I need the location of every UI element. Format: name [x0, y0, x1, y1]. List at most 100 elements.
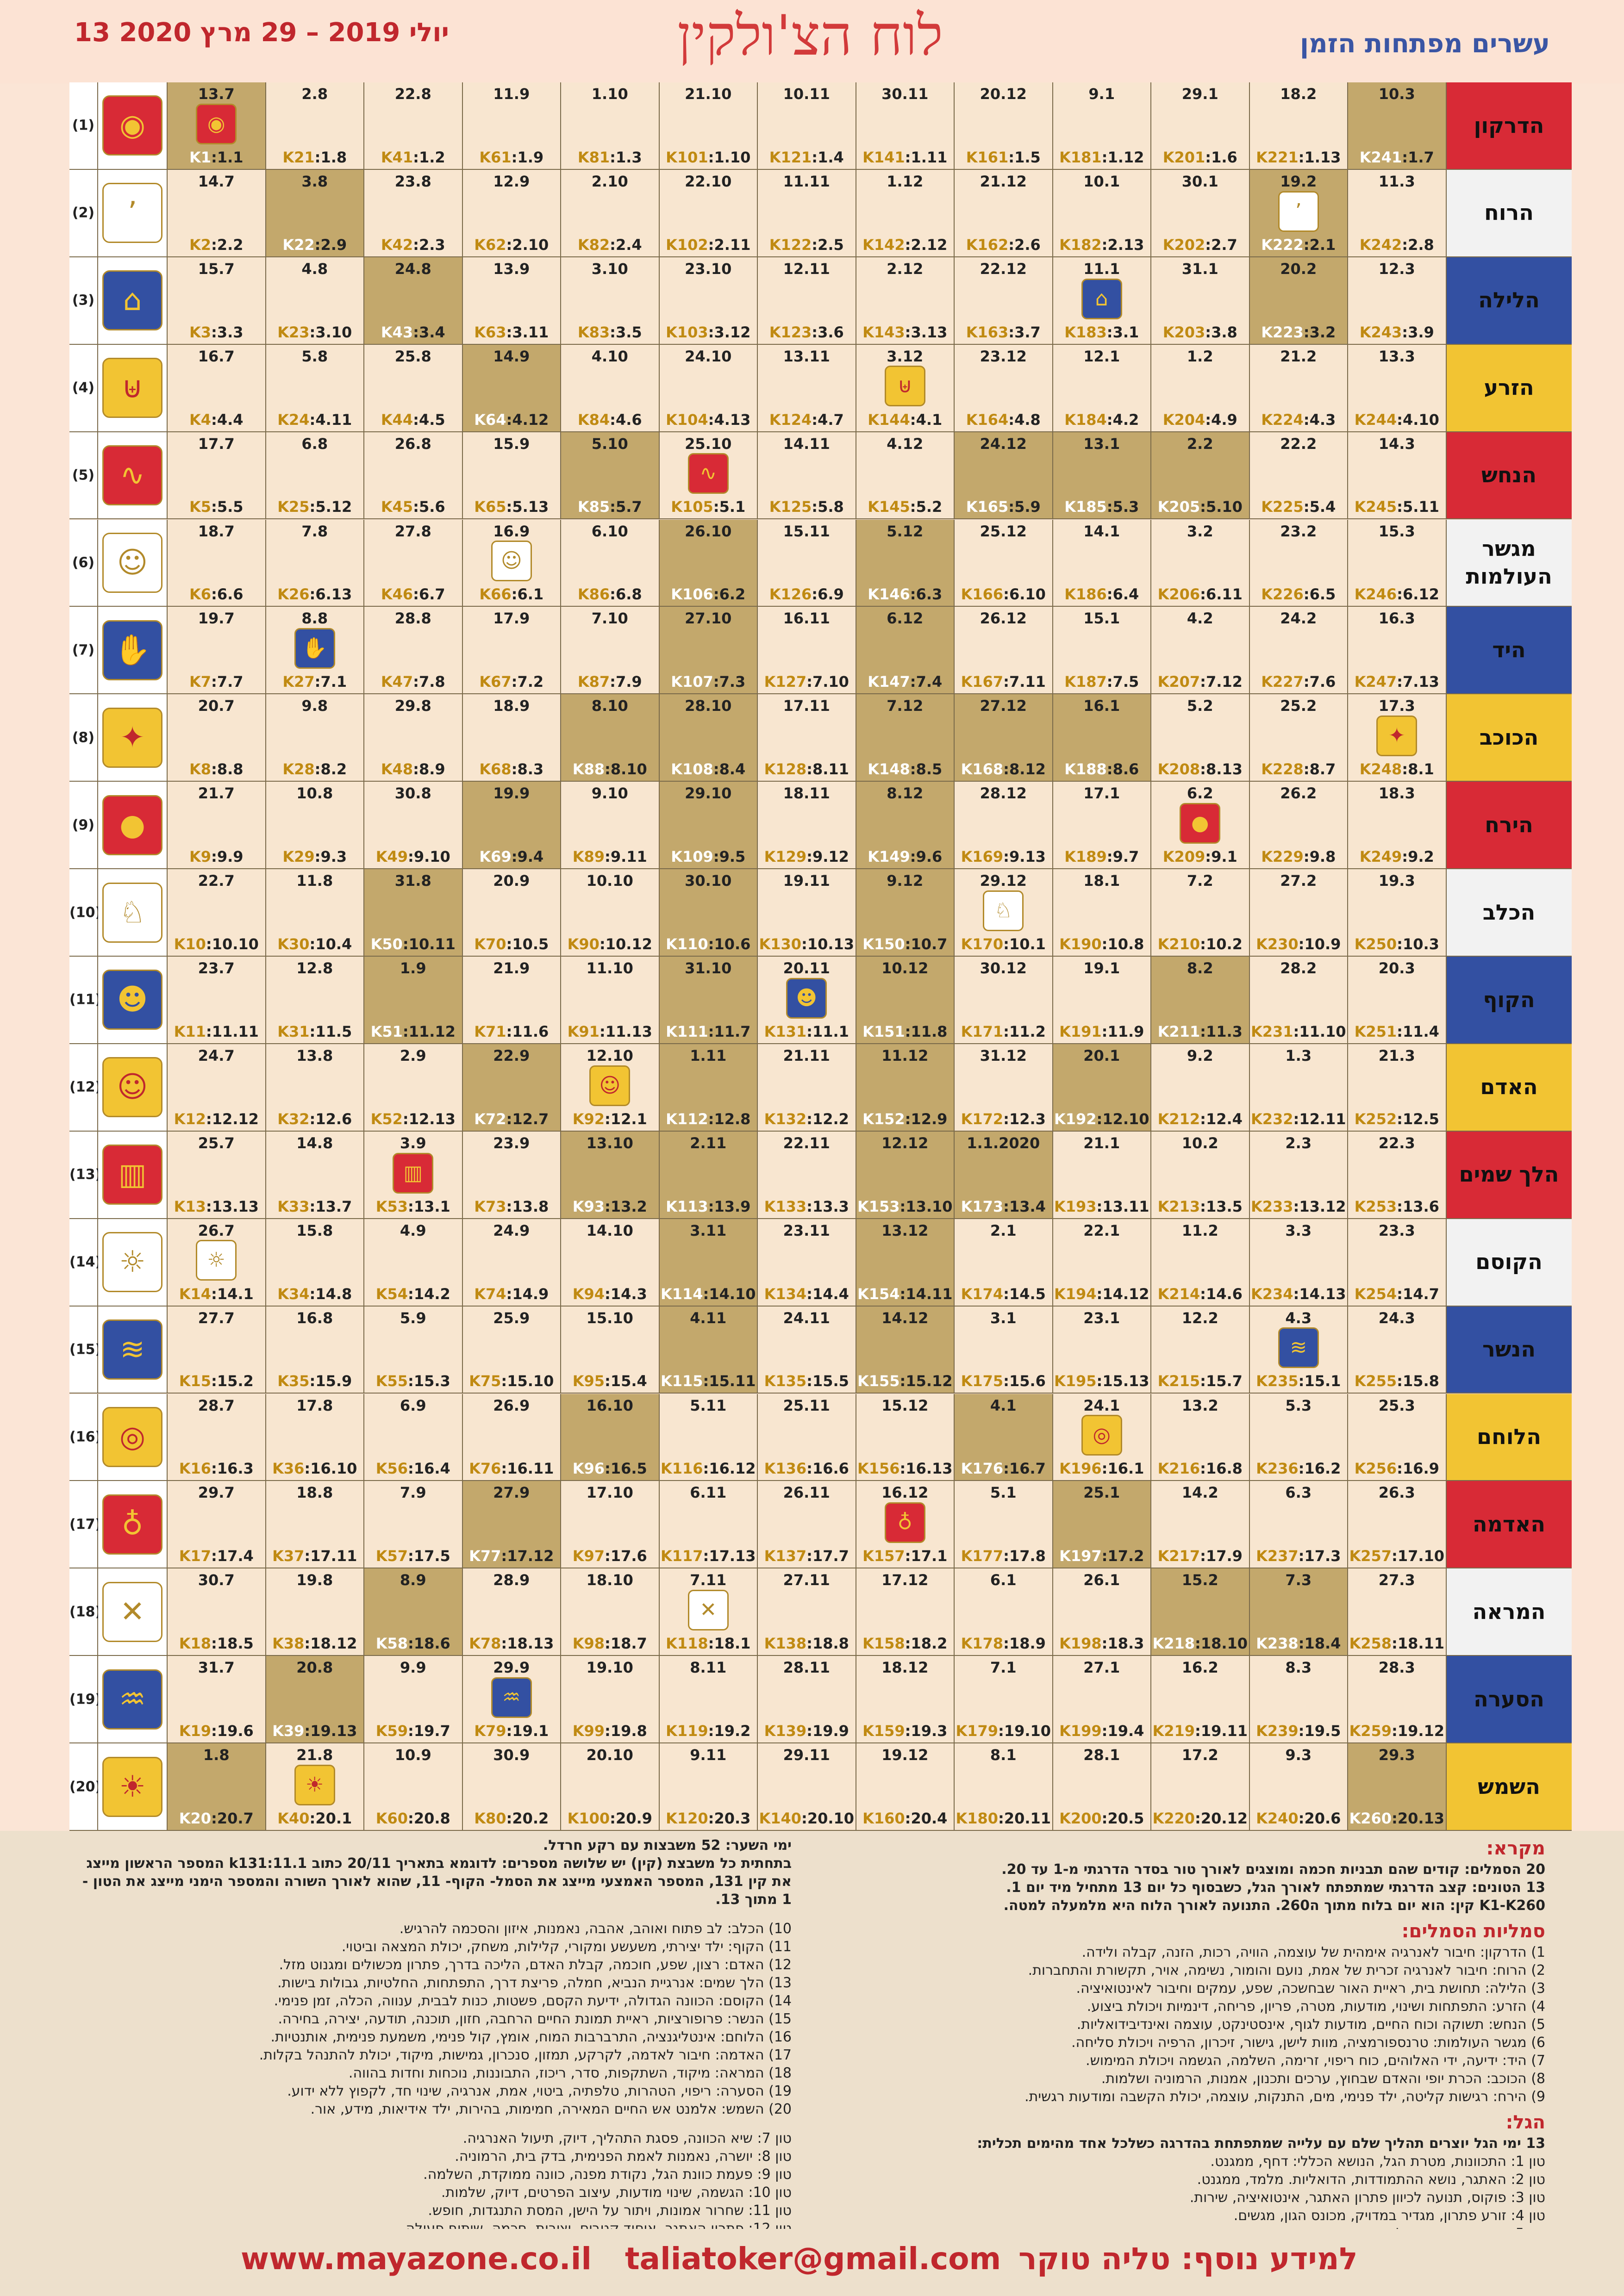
kin-cell[interactable]: 30.10 K110:10.6: [659, 869, 758, 957]
kin-cell[interactable]: 20.7 K8:8.8: [168, 694, 266, 782]
website-link[interactable]: www.mayazone.co.il: [241, 2241, 592, 2277]
kin-cell[interactable]: 23.1 K195:15.13: [1053, 1306, 1151, 1394]
kin-cell[interactable]: 14.10 K94:14.3: [561, 1219, 660, 1307]
kin-cell[interactable]: 9.3 K240:20.6: [1249, 1743, 1348, 1831]
kin-cell[interactable]: 29.1 K201:1.6: [1151, 82, 1250, 170]
kin-cell[interactable]: 13.8 K32:12.6: [266, 1044, 364, 1132]
kin-cell[interactable]: 13.11 K124:4.7: [758, 344, 856, 432]
kin-cell[interactable]: 25.8 K44:4.5: [364, 344, 463, 432]
kin-cell[interactable]: 11.11 K122:2.5: [758, 169, 856, 257]
kin-cell[interactable]: 11.9 K61:1.9: [462, 82, 561, 170]
kin-cell[interactable]: 1.12 K142:2.12: [856, 169, 955, 257]
kin-cell[interactable]: 2.12 K143:3.13: [856, 257, 955, 345]
kin-cell[interactable]: 10.10 K90:10.12: [561, 869, 660, 957]
kin-cell[interactable]: 24.10 K104:4.13: [659, 344, 758, 432]
kin-cell[interactable]: 21.9 K71:11.6: [462, 957, 561, 1044]
kin-cell[interactable]: 27.10 K107:7.3: [659, 607, 758, 695]
kin-cell[interactable]: 6.8 K25:5.12: [266, 432, 364, 520]
kin-cell[interactable]: 2.11 K113:13.9: [659, 1131, 758, 1219]
kin-cell[interactable]: 1.9 K51:11.12: [364, 957, 463, 1044]
kin-cell[interactable]: 24.11 K135:15.5: [758, 1306, 856, 1394]
kin-cell[interactable]: 15.11 K126:6.9: [758, 519, 856, 607]
kin-cell[interactable]: 5.10 K85:5.7: [561, 432, 660, 520]
kin-cell[interactable]: 20.1 K192:12.10: [1053, 1044, 1151, 1132]
kin-cell[interactable]: 25.10 ∿ K105:5.1: [659, 432, 758, 520]
kin-cell[interactable]: 25.11 K136:16.6: [758, 1394, 856, 1481]
kin-cell[interactable]: 25.9 K75:15.10: [462, 1306, 561, 1394]
kin-cell[interactable]: 16.9 ☺ K66:6.1: [462, 519, 561, 607]
kin-cell[interactable]: 14.8 K33:13.7: [266, 1131, 364, 1219]
kin-cell[interactable]: 9.1 K181:1.12: [1053, 82, 1151, 170]
kin-cell[interactable]: 16.11 K127:7.10: [758, 607, 856, 695]
kin-cell[interactable]: 31.1 K203:3.8: [1151, 257, 1250, 345]
kin-cell[interactable]: 18.9 K68:8.3: [462, 694, 561, 782]
kin-cell[interactable]: 3.8 K22:2.9: [266, 169, 364, 257]
kin-cell[interactable]: 13.12 K154:14.11: [856, 1219, 955, 1307]
kin-cell[interactable]: 30.8 K49:9.10: [364, 782, 463, 870]
kin-cell[interactable]: 27.12 K168:8.12: [955, 694, 1053, 782]
kin-cell[interactable]: 10.11 K121:1.4: [758, 82, 856, 170]
kin-cell[interactable]: 22.2 K225:5.4: [1249, 432, 1348, 520]
kin-cell[interactable]: 23.8 K42:2.3: [364, 169, 463, 257]
kin-cell[interactable]: 11.3 K242:2.8: [1348, 169, 1447, 257]
kin-cell[interactable]: 8.10 K88:8.10: [561, 694, 660, 782]
kin-cell[interactable]: 8.1 K180:20.11: [955, 1743, 1053, 1831]
kin-cell[interactable]: 2.9 K52:12.13: [364, 1044, 463, 1132]
kin-cell[interactable]: 17.10 K97:17.6: [561, 1481, 660, 1569]
kin-cell[interactable]: 5.9 K55:15.3: [364, 1306, 463, 1394]
kin-cell[interactable]: 17.12 K158:18.2: [856, 1568, 955, 1656]
kin-cell[interactable]: 7.3 K238:18.4: [1249, 1568, 1348, 1656]
kin-cell[interactable]: 14.3 K245:5.11: [1348, 432, 1447, 520]
kin-cell[interactable]: 23.9 K73:13.8: [462, 1131, 561, 1219]
kin-cell[interactable]: 12.11 K123:3.6: [758, 257, 856, 345]
kin-cell[interactable]: 22.11 K133:13.3: [758, 1131, 856, 1219]
kin-cell[interactable]: 6.11 K117:17.13: [659, 1481, 758, 1569]
kin-cell[interactable]: 2.10 K82:2.4: [561, 169, 660, 257]
kin-cell[interactable]: 1.11 K112:12.8: [659, 1044, 758, 1132]
kin-cell[interactable]: 8.12 K149:9.6: [856, 782, 955, 870]
kin-cell[interactable]: 24.8 K43:3.4: [364, 257, 463, 345]
kin-cell[interactable]: 4.3 ≋ K235:15.1: [1249, 1306, 1348, 1394]
kin-cell[interactable]: 29.8 K48:8.9: [364, 694, 463, 782]
kin-cell[interactable]: 5.2 K208:8.13: [1151, 694, 1250, 782]
kin-cell[interactable]: 1.8 K20:20.7: [168, 1743, 266, 1831]
kin-cell[interactable]: 13.3 K244:4.10: [1348, 344, 1447, 432]
kin-cell[interactable]: 8.8 ✋ K27:7.1: [266, 607, 364, 695]
kin-cell[interactable]: 30.12 K171:11.2: [955, 957, 1053, 1044]
kin-cell[interactable]: 22.9 K72:12.7: [462, 1044, 561, 1132]
kin-cell[interactable]: 22.8 K41:1.2: [364, 82, 463, 170]
kin-cell[interactable]: 13.1 K185:5.3: [1053, 432, 1151, 520]
kin-cell[interactable]: 20.2 K223:3.2: [1249, 257, 1348, 345]
kin-cell[interactable]: 2.1 K174:14.5: [955, 1219, 1053, 1307]
kin-cell[interactable]: 19.11 K130:10.13: [758, 869, 856, 957]
kin-cell[interactable]: 19.10 K99:19.8: [561, 1656, 660, 1744]
kin-cell[interactable]: 6.1 K178:18.9: [955, 1568, 1053, 1656]
kin-cell[interactable]: 28.2 K231:11.10: [1249, 957, 1348, 1044]
kin-cell[interactable]: 22.10 K102:2.11: [659, 169, 758, 257]
kin-cell[interactable]: 8.11 K119:19.2: [659, 1656, 758, 1744]
kin-cell[interactable]: 24.1 ◎ K196:16.1: [1053, 1394, 1151, 1481]
kin-cell[interactable]: 3.11 K114:14.10: [659, 1219, 758, 1307]
kin-cell[interactable]: 26.2 K229:9.8: [1249, 782, 1348, 870]
kin-cell[interactable]: 21.8 ☀ K40:20.1: [266, 1743, 364, 1831]
kin-cell[interactable]: 11.10 K91:11.13: [561, 957, 660, 1044]
kin-cell[interactable]: 12.1 K184:4.2: [1053, 344, 1151, 432]
kin-cell[interactable]: 16.3 K247:7.13: [1348, 607, 1447, 695]
kin-cell[interactable]: 31.12 K172:12.3: [955, 1044, 1053, 1132]
kin-cell[interactable]: 7.1 K179:19.10: [955, 1656, 1053, 1744]
kin-cell[interactable]: 19.12 K160:20.4: [856, 1743, 955, 1831]
kin-cell[interactable]: 7.10 K87:7.9: [561, 607, 660, 695]
kin-cell[interactable]: 12.3 K243:3.9: [1348, 257, 1447, 345]
kin-cell[interactable]: 12.10 ☺ K92:12.1: [561, 1044, 660, 1132]
kin-cell[interactable]: 19.7 K7:7.7: [168, 607, 266, 695]
kin-cell[interactable]: 17.9 K67:7.2: [462, 607, 561, 695]
kin-cell[interactable]: 17.1 K189:9.7: [1053, 782, 1151, 870]
kin-cell[interactable]: 15.12 K156:16.13: [856, 1394, 955, 1481]
kin-cell[interactable]: 18.3 K249:9.2: [1348, 782, 1447, 870]
kin-cell[interactable]: 3.9 ▥ K53:13.1: [364, 1131, 463, 1219]
kin-cell[interactable]: 4.9 K54:14.2: [364, 1219, 463, 1307]
kin-cell[interactable]: 15.3 K246:6.12: [1348, 519, 1447, 607]
kin-cell[interactable]: 17.3 ✦ K248:8.1: [1348, 694, 1447, 782]
kin-cell[interactable]: 10.9 K60:20.8: [364, 1743, 463, 1831]
kin-cell[interactable]: 16.12 ♁ K157:17.1: [856, 1481, 955, 1569]
